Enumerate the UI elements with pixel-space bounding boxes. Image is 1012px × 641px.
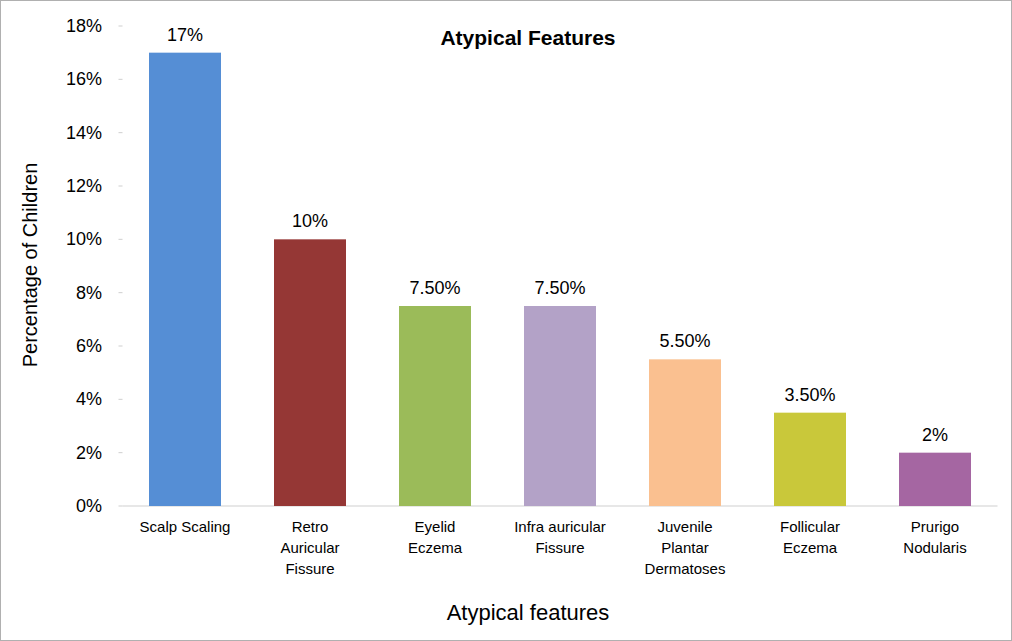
y-tick-label: 2% [76,443,102,463]
y-tick [119,506,123,507]
data-label: 7.50% [534,278,585,298]
x-tick-label: FollicularEczema [780,518,840,556]
y-tick [119,26,123,27]
x-tick-label: Infra auricularFissure [514,518,606,556]
title: Atypical Features [440,26,615,49]
data-label: 5.50% [659,331,710,351]
bar [649,359,721,506]
x-tick-label: JuvenilePlantarDermatoses [645,518,726,577]
bar [899,453,971,506]
x-tick-label: Scalp Scaling [140,518,231,535]
y-axis-line [122,26,123,506]
y-tick [119,239,123,240]
y-tick [119,132,123,133]
frame [1,1,1012,641]
y-tick-label: 10% [66,229,102,249]
data-label: 2% [922,425,948,445]
y-tick-label: 6% [76,336,102,356]
data-label: 17% [167,25,203,45]
data-label: 7.50% [409,278,460,298]
data-label: 3.50% [784,385,835,405]
x-tick-label: RetroAuricularFissure [280,518,339,577]
x-tick-label: PrurigoNodularis [903,518,966,556]
bar [149,53,221,506]
y-tick [119,186,123,187]
y-tick-label: 12% [66,176,102,196]
y-tick-label: 18% [66,16,102,36]
y-tick-label: 8% [76,283,102,303]
y-tick-label: 0% [76,496,102,516]
bar [524,306,596,506]
y-tick [119,346,123,347]
x-tick-label: EyelidEczema [408,518,463,556]
y-tick [119,292,123,293]
bar [399,306,471,506]
y-tick-label: 14% [66,123,102,143]
chart: Atypical Features Percentage of Children A… [0,0,1012,641]
bar [774,413,846,506]
y-axis-label: Percentage of Children [19,163,41,368]
y-tick-label: 4% [76,389,102,409]
y-tick-label: 16% [66,69,102,89]
y-tick [119,452,123,453]
y-tick [119,79,123,80]
bars [149,53,971,506]
x-axis-label: Atypical features [447,600,610,625]
y-tick [119,399,123,400]
data-label: 10% [292,211,328,231]
bar [274,239,346,506]
